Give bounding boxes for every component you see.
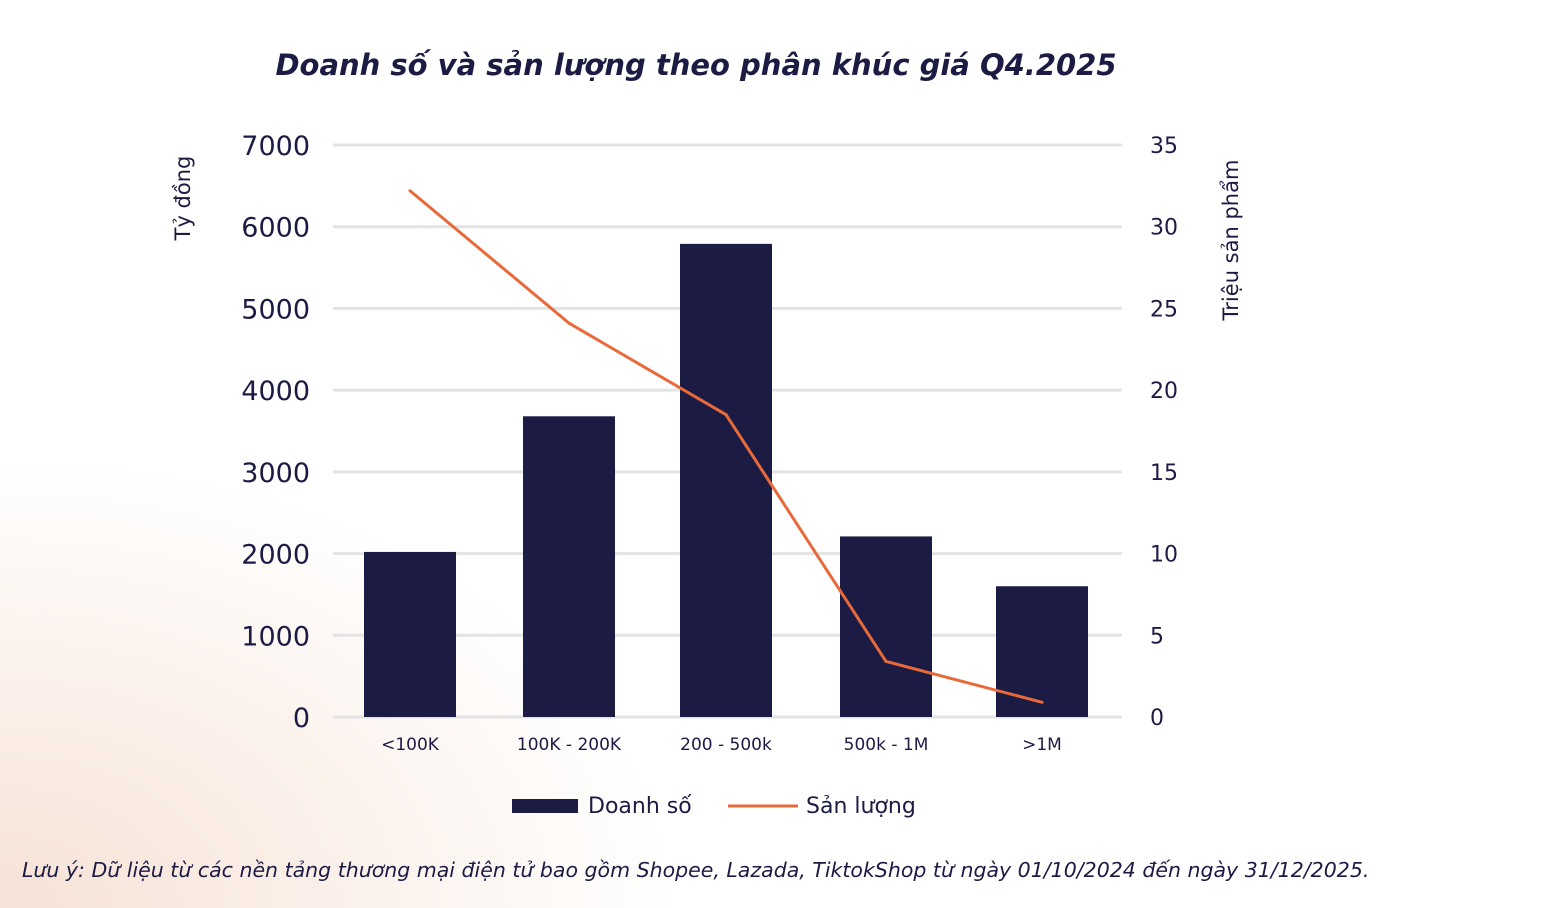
y2-tick-label: 0	[1150, 706, 1164, 731]
line-point-0	[408, 189, 412, 193]
bar-3	[840, 536, 932, 717]
y-tick-label: 7000	[241, 131, 310, 162]
y-tick-label: 4000	[241, 376, 310, 407]
x-tick-label: <100K	[381, 735, 440, 755]
line-point-1	[567, 321, 571, 325]
legend: Doanh số Sản lượng	[512, 794, 916, 819]
line-point-2	[724, 413, 728, 417]
y2-tick-label: 35	[1150, 134, 1178, 159]
y2-tick-label: 5	[1150, 624, 1164, 649]
y-tick-label: 3000	[241, 458, 310, 489]
y2-axis-label: Triệu sản phẩm	[1219, 160, 1243, 322]
line-point-3	[884, 659, 888, 663]
x-tick-label: 100K - 200K	[517, 735, 622, 755]
bar-0	[364, 551, 456, 717]
y2-tick-label: 15	[1150, 461, 1178, 486]
footnote: Lưu ý: Dữ liệu từ các nền tảng thương mạ…	[22, 858, 1370, 882]
chart-title: Doanh số và sản lượng theo phân khúc giá…	[275, 48, 1116, 82]
bar-2	[680, 243, 772, 718]
legend-bar-label: Doanh số	[588, 794, 692, 819]
line-point-4	[1040, 700, 1044, 704]
bar-4	[996, 586, 1088, 717]
x-tick-label: 200 - 500k	[680, 735, 772, 755]
y-tick-label: 5000	[241, 294, 310, 325]
legend-bar-swatch	[512, 799, 578, 813]
y2-tick-label: 10	[1150, 543, 1178, 568]
y-tick-label: 0	[293, 703, 310, 734]
y-tick-label: 1000	[241, 621, 310, 652]
bar-1	[523, 416, 615, 717]
y2-tick-label: 20	[1150, 379, 1178, 404]
legend-line-label: Sản lượng	[806, 794, 916, 819]
y2-tick-label: 25	[1150, 297, 1178, 322]
x-tick-label: 500k - 1M	[844, 735, 929, 755]
y-axis-label: Tỷ đồng	[171, 156, 195, 242]
y2-tick-label: 30	[1150, 216, 1178, 241]
y-tick-label: 2000	[241, 540, 310, 571]
y-tick-label: 6000	[241, 213, 310, 244]
x-tick-label: >1M	[1022, 735, 1062, 755]
